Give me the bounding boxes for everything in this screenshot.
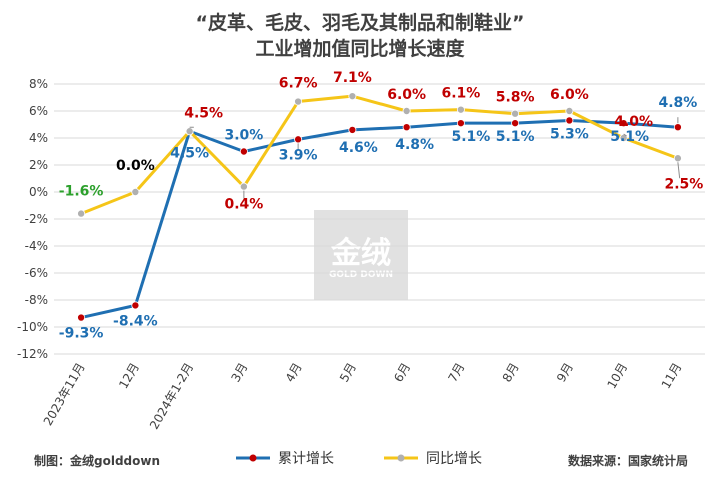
data-point-yoy	[673, 154, 682, 163]
x-tick-label: 7月	[446, 361, 468, 385]
chart-title-line2: 工业增加值同比增长速度	[255, 38, 465, 60]
data-label-cumulative: 4.6%	[339, 140, 378, 156]
x-tick-label: 11月	[659, 361, 685, 392]
x-tick-label: 12月	[116, 361, 142, 392]
chart-title-line1: “皮革、毛皮、羽毛及其制品和制鞋业”	[195, 12, 525, 34]
data-label-yoy: 6.1%	[441, 86, 480, 102]
data-point-cumulative	[673, 123, 682, 132]
data-label-cumulative: 4.8%	[395, 137, 434, 153]
data-label-cumulative: 3.9%	[279, 147, 318, 163]
data-label-yoy: 0.0%	[116, 158, 155, 174]
data-label-yoy: 2.5%	[664, 176, 703, 192]
data-label-yoy: -1.6%	[59, 184, 104, 200]
data-point-cumulative	[619, 119, 628, 128]
x-tick-label: 3月	[229, 361, 251, 385]
data-label-cumulative: 4.5%	[170, 145, 209, 161]
data-point-cumulative	[77, 313, 86, 322]
label-leader-line	[623, 133, 627, 137]
data-point-yoy	[185, 127, 194, 136]
data-point-yoy	[456, 105, 465, 114]
x-tick-label: 4月	[283, 361, 305, 385]
data-label-yoy: 4.0%	[614, 114, 653, 130]
x-tick-label: 2023年11月	[41, 361, 88, 428]
y-tick-label: -4%	[25, 239, 48, 253]
chart-legend: 累计增长 同比增长	[236, 448, 482, 468]
legend-swatch-cumulative	[236, 454, 270, 462]
data-label-cumulative: 3.0%	[224, 128, 263, 144]
y-tick-label: -2%	[25, 212, 48, 226]
y-tick-label: 2%	[29, 158, 48, 172]
data-point-yoy	[402, 107, 411, 116]
watermark-logo: 金绒 GOLD DOWN	[314, 210, 408, 300]
y-tick-label: -8%	[25, 293, 48, 307]
legend-swatch-yoy	[384, 454, 418, 462]
data-label-cumulative: 5.1%	[496, 129, 535, 145]
data-source: 数据来源：国家统计局	[567, 454, 688, 468]
data-label-cumulative: -9.3%	[59, 326, 104, 342]
data-label-cumulative: 5.3%	[550, 126, 589, 142]
data-point-yoy	[239, 182, 248, 191]
data-point-cumulative	[294, 135, 303, 144]
y-tick-label: -6%	[25, 266, 48, 280]
chart-credit: 制图：金绒golddown	[34, 454, 161, 468]
watermark-text: 金绒	[331, 236, 391, 271]
data-label-cumulative: 5.1%	[610, 129, 649, 145]
data-point-cumulative	[456, 119, 465, 128]
data-label-yoy: 7.1%	[333, 70, 372, 86]
x-tick-label: 5月	[337, 361, 359, 385]
series-line-yoy	[80, 94, 679, 215]
data-label-yoy: 0.4%	[224, 197, 263, 213]
legend-item-cumulative: 累计增长	[236, 448, 334, 468]
data-point-yoy	[294, 97, 303, 106]
x-tick-label: 6月	[391, 361, 413, 385]
x-tick-label: 10月	[604, 361, 630, 392]
data-point-yoy	[131, 187, 140, 196]
legend-label-cumulative: 累计增长	[278, 451, 334, 467]
data-point-cumulative	[402, 123, 411, 132]
data-point-cumulative	[239, 147, 248, 156]
y-tick-label: 8%	[29, 77, 48, 91]
data-point-yoy	[565, 107, 574, 116]
data-label-yoy: 5.8%	[496, 90, 535, 106]
legend-label-yoy: 同比增长	[426, 451, 482, 467]
data-point-cumulative	[131, 301, 140, 310]
data-point-yoy	[348, 92, 357, 101]
data-label-yoy: 4.5%	[184, 105, 223, 121]
data-label-yoy: 6.0%	[387, 87, 426, 103]
data-label-cumulative: -8.4%	[113, 313, 158, 329]
label-leader-line	[677, 162, 681, 179]
y-tick-label: -10%	[17, 320, 48, 334]
x-tick-label: 2024年1-2月	[147, 361, 196, 432]
data-label-yoy: 6.7%	[279, 76, 318, 92]
data-label-cumulative: 4.8%	[658, 95, 697, 111]
series-line-cumulative	[80, 118, 678, 320]
data-point-yoy	[77, 209, 86, 218]
data-point-cumulative	[348, 125, 357, 134]
data-point-cumulative	[565, 116, 574, 125]
data-label-yoy: 6.0%	[550, 87, 589, 103]
y-tick-label: -12%	[17, 347, 48, 361]
data-label-cumulative: 5.1%	[451, 129, 490, 145]
data-point-cumulative	[511, 119, 520, 128]
y-tick-label: 4%	[29, 131, 48, 145]
y-tick-label: 0%	[29, 185, 48, 199]
x-tick-label: 8月	[500, 361, 522, 385]
y-tick-label: 6%	[29, 104, 48, 118]
legend-item-yoy: 同比增长	[384, 448, 482, 468]
x-tick-label: 9月	[554, 361, 576, 385]
watermark-subtext: GOLD DOWN	[329, 270, 393, 280]
data-point-yoy	[511, 109, 520, 118]
